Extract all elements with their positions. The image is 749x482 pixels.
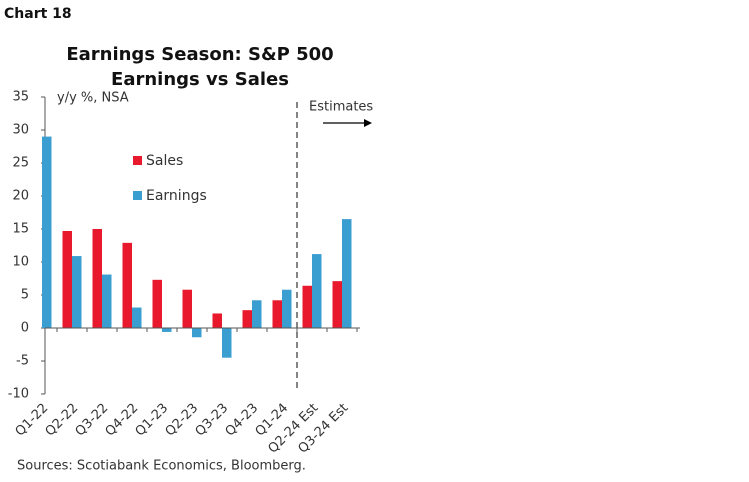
bar: [162, 328, 172, 332]
bar: [102, 274, 112, 328]
x-tick-label: Q4-23: [223, 401, 262, 440]
x-tick-label: Q4-22: [103, 401, 142, 440]
source-note: Sources: Scotiabank Economics, Bloomberg…: [17, 459, 306, 474]
x-tick-label: Q3-23: [193, 401, 232, 440]
bar: [72, 256, 82, 328]
bar: [272, 300, 282, 328]
x-tick-label: Q1-22: [13, 401, 52, 440]
y-tick-label: 0: [21, 321, 29, 336]
x-tick-label: Q1-23: [133, 401, 172, 440]
bar: [222, 328, 232, 358]
y-tick-label: 30: [12, 123, 29, 138]
bar: [312, 254, 322, 328]
annotation: Estimates: [309, 100, 373, 115]
bar: [122, 242, 132, 328]
bar: [252, 300, 262, 328]
y-axis-label: y/y %, NSA: [57, 91, 129, 106]
y-tick-label: 5: [21, 288, 29, 303]
x-tick-label: Q2-23: [163, 401, 202, 440]
bar: [132, 307, 142, 328]
y-tick-label: -5: [16, 354, 29, 369]
legend-label: Earnings: [146, 188, 207, 204]
bar: [282, 289, 292, 328]
bar: [182, 289, 192, 328]
legend-label: Sales: [146, 153, 183, 169]
y-tick-label: 25: [12, 156, 29, 171]
bar: [152, 279, 162, 328]
bar: [92, 229, 102, 328]
bar: [212, 313, 222, 328]
bar: [302, 285, 312, 328]
bar: [42, 136, 52, 328]
y-tick-label: -10: [8, 387, 29, 402]
y-tick-label: 15: [12, 222, 29, 237]
chart-title: Earnings vs Sales: [111, 69, 289, 90]
x-tick-label: Q3-22: [73, 401, 112, 440]
arrow-head: [364, 119, 372, 127]
legend-swatch: [133, 191, 142, 200]
legend-swatch: [133, 156, 142, 165]
bar: [192, 328, 202, 338]
chart-title: Earnings Season: S&P 500: [66, 44, 333, 65]
bar: [342, 219, 352, 328]
x-tick-label: Q2-22: [43, 401, 82, 440]
bar: [332, 281, 342, 328]
y-tick-label: 10: [12, 255, 29, 270]
y-tick-label: 35: [12, 90, 29, 105]
chart-header: Chart 18: [4, 6, 72, 22]
bar: [242, 310, 252, 328]
y-tick-label: 20: [12, 189, 29, 204]
bar: [62, 230, 72, 328]
